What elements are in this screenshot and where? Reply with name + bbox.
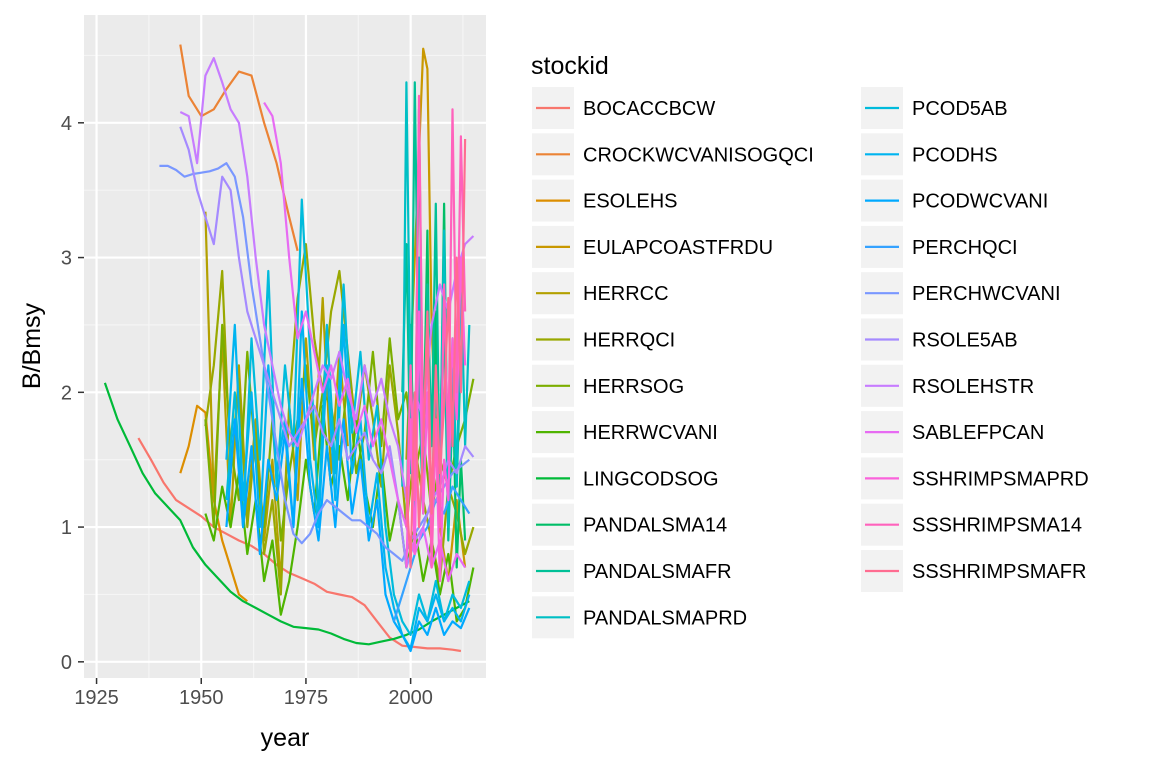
legend-label: CROCKWCVANISOGQCI (583, 144, 814, 166)
legend-item: ESOLEHS (532, 179, 677, 222)
legend-label: SSSHRIMPSMA14 (912, 515, 1082, 537)
legend-label: SABLEFPCAN (912, 422, 1044, 444)
legend-label: PCOD5AB (912, 98, 1008, 120)
y-tick-label: 3 (61, 248, 72, 270)
legend-item: HERRWCVANI (532, 411, 718, 454)
legend-item: PERCHWCVANI (861, 272, 1061, 315)
series-layer (103, 44, 475, 653)
x-axis-title: year (261, 724, 310, 752)
series-line-crockwcvanisogqci (179, 44, 299, 252)
legend-label: HERRWCVANI (583, 422, 718, 444)
series-line-ssshrimpsmafr (405, 138, 467, 569)
series-line-pcodhs (225, 310, 471, 650)
legend-item: PANDALSMAFR (532, 550, 732, 592)
legend: stockid BOCACCBCW CROCKWCVANISOGQCI ESOLEH… (531, 52, 1089, 639)
legend-item: PANDALSMAPRD (532, 596, 747, 639)
legend-label: PANDALSMAPRD (583, 607, 747, 629)
y-tick-label: 4 (61, 113, 72, 135)
x-tick-label: 2000 (388, 687, 433, 709)
series-line-rsole5ab (179, 126, 475, 569)
legend-item: PANDALSMA14 (532, 503, 727, 546)
legend-item: HERRQCI (532, 318, 675, 361)
legend-label: HERRQCI (583, 330, 675, 352)
legend-label: HERRSOG (583, 376, 684, 398)
legend-item: PERCHQCI (861, 225, 1018, 268)
y-tick-label: 2 (61, 382, 72, 404)
x-tick-label: 1950 (179, 687, 224, 709)
legend-label: EULAPCOASTFRDU (583, 237, 773, 259)
legend-item: RSOLE5AB (861, 318, 1018, 361)
legend-item: SSHRIMPSMAPRD (861, 457, 1089, 500)
y-tick-label: 1 (61, 517, 72, 539)
legend-label: RSOLEHSTR (912, 376, 1034, 398)
legend-item: PCOD5AB (861, 87, 1008, 129)
legend-label: PERCHQCI (912, 237, 1018, 259)
legend-item: EULAPCOASTFRDU (532, 225, 773, 268)
x-axis: 1925 1950 1975 2000 (74, 678, 433, 709)
legend-label: SSSHRIMPSMAFR (912, 561, 1086, 583)
legend-label: PCODWCVANI (912, 191, 1048, 213)
legend-label: LINGCODSOG (583, 468, 719, 490)
legend-item: HERRCC (532, 272, 669, 315)
y-axis: 0 1 2 3 4 (61, 113, 84, 674)
legend-item: LINGCODSOG (532, 457, 719, 500)
legend-label: ESOLEHS (583, 191, 677, 213)
legend-label: PERCHWCVANI (912, 283, 1061, 305)
legend-label: PCODHS (912, 144, 998, 166)
x-tick-label: 1975 (284, 687, 329, 709)
legend-label: HERRCC (583, 283, 669, 305)
legend-item: SSSHRIMPSMAFR (861, 550, 1086, 592)
legend-item: PCODHS (861, 133, 998, 176)
legend-item: PCODWCVANI (861, 179, 1048, 222)
legend-item: SABLEFPCAN (861, 411, 1044, 454)
legend-label: RSOLE5AB (912, 330, 1018, 352)
legend-item: HERRSOG (532, 364, 684, 407)
series-line-lingcodsog (103, 382, 470, 646)
legend-item: BOCACCBCW (532, 87, 715, 129)
legend-label: PANDALSMA14 (583, 515, 727, 537)
series-line-perchwcvani (159, 162, 470, 562)
legend-label: SSHRIMPSMAPRD (912, 468, 1089, 490)
legend-item: RSOLEHSTR (861, 364, 1034, 407)
legend-label: BOCACCBCW (583, 98, 715, 120)
legend-item: CROCKWCVANISOGQCI (532, 133, 814, 176)
y-axis-title: B/Bmsy (18, 302, 46, 389)
legend-items: BOCACCBCW CROCKWCVANISOGQCI ESOLEHS EULAPCO… (532, 87, 1089, 639)
series-line-pcodwcvani (225, 377, 471, 653)
legend-label: PANDALSMAFR (583, 561, 732, 583)
legend-item: SSSHRIMPSMA14 (861, 503, 1082, 546)
series-line-herrqci (204, 243, 475, 596)
x-tick-label: 1925 (74, 687, 119, 709)
y-tick-label: 0 (61, 652, 72, 674)
legend-title: stockid (531, 52, 609, 80)
